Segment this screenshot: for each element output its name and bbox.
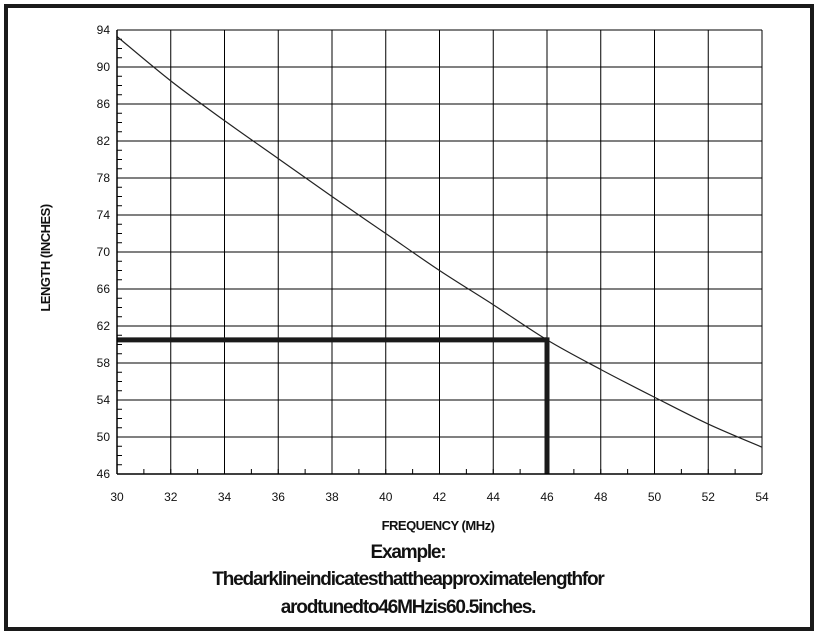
y-tick-label: 82 bbox=[97, 134, 111, 148]
y-axis-title: LENGTH (INCHES) bbox=[38, 204, 53, 312]
x-axis-title: FREQUENCY (MHz) bbox=[382, 518, 495, 533]
x-tick-label: 30 bbox=[110, 490, 124, 504]
x-tick-label: 52 bbox=[702, 490, 716, 504]
x-tick-label: 48 bbox=[594, 490, 608, 504]
x-tick-label: 32 bbox=[164, 490, 178, 504]
series-layer bbox=[116, 36, 763, 448]
x-tick-label: 42 bbox=[433, 490, 447, 504]
x-tick-label: 54 bbox=[755, 490, 769, 504]
y-tick-label: 86 bbox=[97, 97, 111, 111]
y-tick-label: 54 bbox=[97, 393, 111, 407]
y-tick-label: 70 bbox=[97, 245, 111, 259]
example-highlight bbox=[117, 337, 550, 474]
y-tick-label: 46 bbox=[97, 467, 111, 481]
y-tick-label: 94 bbox=[97, 23, 111, 37]
caption-line-1: Thedarklineindicatesthattheapproximatele… bbox=[212, 569, 604, 590]
x-tick-label: 34 bbox=[218, 490, 232, 504]
example-caption: Example: Thedarklineindicatesthattheappr… bbox=[0, 540, 816, 622]
axes bbox=[116, 30, 762, 475]
y-tick-label: 50 bbox=[97, 430, 111, 444]
y-tick-label: 78 bbox=[97, 171, 111, 185]
tick-labels: 30 32 34 36 38 40 42 44 46 48 50 52 54 46 50 54 58 62 66 70… bbox=[97, 23, 769, 504]
caption-title: Example: bbox=[370, 542, 447, 563]
x-tick-label: 44 bbox=[487, 490, 501, 504]
y-tick-label: 90 bbox=[97, 60, 111, 74]
x-tick-label: 36 bbox=[272, 490, 286, 504]
x-tick-label: 40 bbox=[379, 490, 393, 504]
y-tick-label: 66 bbox=[97, 282, 111, 296]
caption-line-2: arodtunedto46MHzis60.5inches. bbox=[280, 597, 537, 618]
x-tick-label: 38 bbox=[325, 490, 339, 504]
y-tick-label: 62 bbox=[97, 319, 111, 333]
series-line-0 bbox=[116, 36, 763, 448]
chart-frame bbox=[4, 4, 814, 631]
y-tick-label: 58 bbox=[97, 356, 111, 370]
x-tick-label: 46 bbox=[540, 490, 554, 504]
grid bbox=[116, 29, 763, 475]
y-tick-label: 74 bbox=[97, 208, 111, 222]
x-tick-label: 50 bbox=[648, 490, 662, 504]
